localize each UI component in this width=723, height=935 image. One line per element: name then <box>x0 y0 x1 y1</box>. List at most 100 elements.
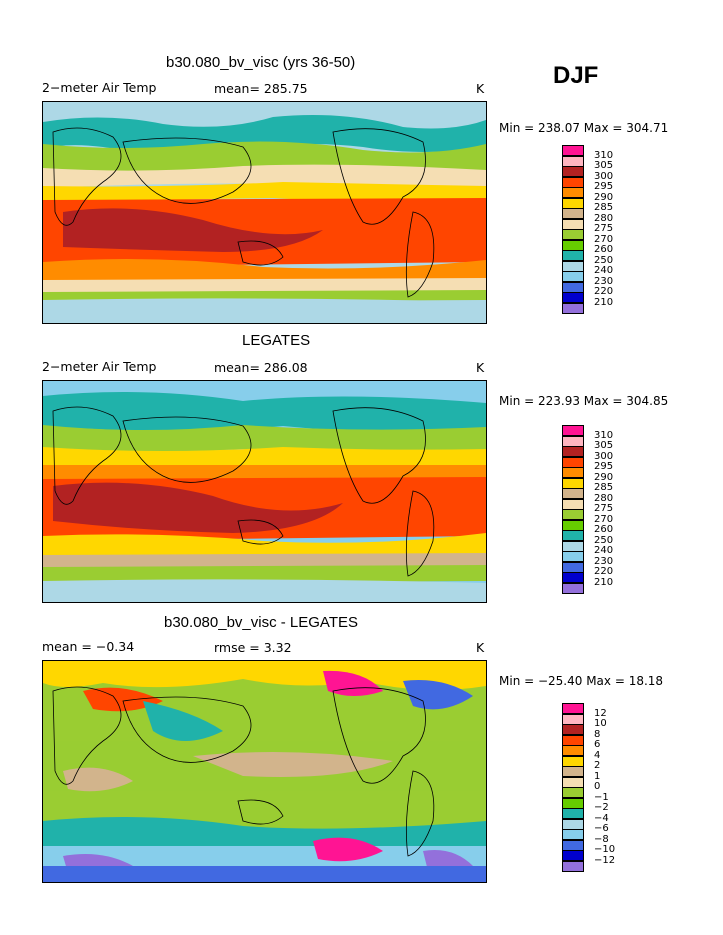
colorbar-swatch <box>562 271 584 282</box>
colorbar-label: −1 <box>594 791 609 803</box>
panel-1-minmax: Min = 238.07 Max = 304.71 <box>499 121 669 135</box>
colorbar-swatch <box>562 776 584 788</box>
panel-1-title: b30.080_bv_visc (yrs 36-50) <box>166 54 356 71</box>
colorbar-swatch <box>562 551 584 562</box>
colorbar-swatch <box>562 166 584 177</box>
colorbar-label: 4 <box>594 749 601 761</box>
panel-3-units: K <box>476 640 485 655</box>
colorbar-swatch <box>562 155 584 167</box>
colorbar-label: 300 <box>594 450 614 462</box>
colorbar-label: −2 <box>594 802 609 813</box>
colorbar-label: 275 <box>594 223 614 234</box>
colorbar-label: 2 <box>594 760 601 771</box>
colorbar-label: 295 <box>594 181 614 192</box>
colorbar-label: 230 <box>594 275 614 287</box>
panel-3-map <box>42 660 487 883</box>
panel-2-mean-label: mean= 286.08 <box>214 360 308 375</box>
colorbar-swatch <box>562 850 584 861</box>
colorbar-swatch <box>562 292 584 303</box>
colorbar-swatch <box>562 498 584 510</box>
colorbar-swatch <box>562 446 584 457</box>
colorbar-swatch <box>562 530 584 541</box>
colorbar-swatch <box>562 260 584 272</box>
panel-3-title: b30.080_bv_visc - LEGATES <box>164 614 358 631</box>
colorbar-swatch <box>562 197 584 209</box>
season-label: DJF <box>553 62 599 89</box>
colorbar-swatch <box>562 250 584 261</box>
colorbar-swatch <box>562 509 584 520</box>
colorbar-swatch <box>562 745 584 756</box>
colorbar-label: 300 <box>594 170 614 182</box>
colorbar-swatch <box>562 425 584 436</box>
colorbar-label: 305 <box>594 440 614 451</box>
colorbar-swatch <box>562 229 584 240</box>
panel-2-units: K <box>476 360 485 375</box>
colorbar-label: 12 <box>594 707 607 719</box>
colorbar-swatch <box>562 281 584 293</box>
colorbar-swatch <box>562 561 584 573</box>
colorbar-label: 270 <box>594 233 614 245</box>
colorbar-swatch <box>562 818 584 830</box>
colorbar-swatch <box>562 766 584 777</box>
colorbar-swatch <box>562 187 584 198</box>
colorbar-label: 8 <box>594 728 601 740</box>
colorbar-swatch <box>562 488 584 499</box>
colorbar-label: 285 <box>594 202 614 213</box>
colorbar-label: 270 <box>594 513 614 525</box>
colorbar-swatch <box>562 703 584 714</box>
panel-1-map-svg <box>43 102 486 323</box>
panel-1-units: K <box>476 81 485 96</box>
colorbar-label: 290 <box>594 191 614 203</box>
colorbar-swatch <box>562 839 584 851</box>
colorbar-label: 310 <box>594 149 614 161</box>
panel-2-title: LEGATES <box>242 332 311 349</box>
colorbar-swatch <box>562 145 584 156</box>
panel-3-minmax: Min = −25.40 Max = 18.18 <box>499 674 664 688</box>
colorbar-label: 220 <box>594 566 614 577</box>
colorbar-swatch <box>562 208 584 219</box>
colorbar-label: −8 <box>594 833 609 845</box>
colorbar-label: 290 <box>594 471 614 483</box>
colorbar-label: 0 <box>594 781 601 792</box>
colorbar-swatch <box>562 519 584 531</box>
panel-2-minmax: Min = 223.93 Max = 304.85 <box>499 394 669 408</box>
colorbar-swatch <box>562 808 584 819</box>
colorbar-label: −12 <box>594 854 616 866</box>
colorbar-swatch <box>562 239 584 251</box>
colorbar-swatch <box>562 724 584 735</box>
colorbar-label: 285 <box>594 482 614 493</box>
colorbar-label: 220 <box>594 286 614 297</box>
colorbar-label: 250 <box>594 534 614 546</box>
colorbar-swatch <box>562 829 584 840</box>
colorbar-swatch <box>562 467 584 478</box>
colorbar-label: 6 <box>594 739 601 750</box>
panel-2-variable-label: 2−meter Air Temp <box>42 359 157 374</box>
colorbar-swatch <box>562 176 584 188</box>
panel-1-mean-label: mean= 285.75 <box>214 81 308 96</box>
colorbar-label: 240 <box>594 545 614 556</box>
colorbar-label: 280 <box>594 492 614 504</box>
colorbar-label: 210 <box>594 576 614 588</box>
colorbar-label: 1 <box>594 770 601 782</box>
colorbar-swatch <box>562 797 584 809</box>
colorbar-swatch <box>562 540 584 552</box>
colorbar-swatch <box>562 860 584 872</box>
colorbar-label: 280 <box>594 212 614 224</box>
panel-3-map-svg <box>43 661 486 882</box>
colorbar-label: 250 <box>594 254 614 266</box>
colorbar-swatch <box>562 787 584 798</box>
colorbar-swatch <box>562 435 584 447</box>
colorbar-swatch <box>562 734 584 746</box>
colorbar-swatch <box>562 477 584 489</box>
colorbar-label: 275 <box>594 503 614 514</box>
colorbar-swatch <box>562 755 584 767</box>
colorbar-label: 305 <box>594 160 614 171</box>
colorbar-swatch <box>562 713 584 725</box>
panel-3-rmse-label: rmse = 3.32 <box>214 640 292 655</box>
colorbar-swatch <box>562 582 584 594</box>
panel-3-mean-label: mean = −0.34 <box>42 639 135 654</box>
colorbar-label: 10 <box>594 718 607 729</box>
panel-2-map-svg <box>43 381 486 602</box>
colorbar-swatch <box>562 456 584 468</box>
colorbar-label: 230 <box>594 555 614 567</box>
